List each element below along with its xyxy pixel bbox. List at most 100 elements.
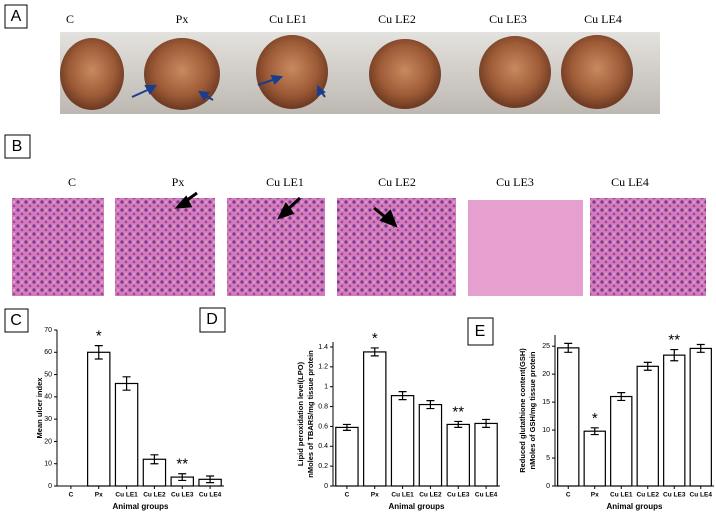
y-tick-label: 50 bbox=[44, 371, 52, 378]
error-bar bbox=[617, 392, 626, 402]
bar bbox=[689, 347, 712, 487]
y-tick-label: 15 bbox=[542, 399, 550, 406]
y-axis-label: Reduced glutathione content(GSH) bbox=[518, 348, 527, 473]
x-axis-label: Animal groups bbox=[388, 502, 445, 511]
stomach-photos bbox=[60, 35, 633, 110]
panel-label: B bbox=[12, 138, 23, 155]
x-tick-label: Cu LE4 bbox=[199, 492, 222, 499]
x-tick-label: Cu LE2 bbox=[143, 492, 166, 499]
y-tick-label: 0.2 bbox=[318, 463, 328, 470]
y-tick-label: 70 bbox=[44, 327, 52, 334]
significance-mark: ** bbox=[176, 456, 188, 473]
x-tick-label: Px bbox=[591, 492, 599, 499]
bar bbox=[87, 351, 111, 487]
group-label: Cu LE2 bbox=[378, 175, 416, 189]
y-tick-label: 1.2 bbox=[318, 364, 328, 371]
bar bbox=[363, 351, 387, 487]
group-label: Cu LE2 bbox=[378, 12, 416, 26]
error-bar bbox=[590, 427, 599, 436]
bar bbox=[390, 395, 415, 487]
x-tick-label: Cu LE1 bbox=[610, 492, 633, 499]
y-tick-label: 0 bbox=[48, 483, 52, 490]
x-tick-label: C bbox=[345, 492, 350, 499]
error-bar bbox=[122, 376, 131, 391]
x-axis-label: Animal groups bbox=[112, 502, 169, 511]
bar bbox=[114, 382, 139, 487]
error-bar bbox=[150, 454, 159, 465]
panel-box bbox=[4, 308, 29, 333]
error-bar bbox=[206, 475, 215, 484]
bar bbox=[557, 347, 580, 487]
panel-label: D bbox=[206, 311, 218, 328]
panel-label: E bbox=[475, 323, 486, 340]
significance-mark: ** bbox=[668, 332, 680, 349]
y-tick-label: 20 bbox=[44, 438, 52, 445]
x-tick-label: Cu LE4 bbox=[690, 492, 713, 499]
y-tick-label: 1 bbox=[324, 384, 328, 391]
y-axis-label: nMoles of TBARS/mg tissue protein bbox=[306, 350, 315, 478]
significance-mark: * bbox=[96, 328, 102, 345]
error-bar bbox=[670, 348, 679, 362]
group-label: Px bbox=[176, 12, 189, 26]
x-tick-label: Px bbox=[95, 492, 103, 499]
panel-box bbox=[4, 4, 28, 29]
x-tick-label: Cu LE3 bbox=[663, 492, 686, 499]
x-axis-label: Animal groups bbox=[606, 502, 663, 511]
group-label: Cu LE4 bbox=[611, 175, 649, 189]
error-bar bbox=[643, 361, 652, 371]
x-tick-label: Cu LE1 bbox=[391, 492, 414, 499]
y-axis-label: Lipid peroxidation level(LPO) bbox=[296, 361, 305, 466]
x-tick-label: Cu LE2 bbox=[419, 492, 442, 499]
x-tick-label: C bbox=[69, 492, 74, 499]
error-bar bbox=[426, 399, 435, 410]
bar bbox=[474, 422, 498, 487]
y-tick-label: 0.4 bbox=[318, 443, 328, 450]
bar bbox=[418, 403, 443, 487]
group-label: Cu LE3 bbox=[496, 175, 534, 189]
significance-mark: ** bbox=[452, 403, 464, 420]
bar bbox=[583, 430, 606, 487]
group-label: C bbox=[66, 12, 74, 26]
y-tick-label: 0.6 bbox=[318, 423, 328, 430]
y-tick-label: 10 bbox=[44, 461, 52, 468]
bar bbox=[636, 365, 659, 487]
error-bar bbox=[454, 420, 463, 429]
y-tick-label: 40 bbox=[44, 394, 52, 401]
panel-box bbox=[4, 134, 31, 159]
error-bar bbox=[398, 391, 407, 401]
group-label: Cu LE3 bbox=[489, 12, 527, 26]
y-tick-label: 10 bbox=[542, 427, 550, 434]
panel-label: A bbox=[11, 8, 22, 25]
error-bar bbox=[178, 473, 187, 482]
significance-mark: * bbox=[372, 330, 378, 347]
x-tick-label: Cu LE3 bbox=[447, 492, 470, 499]
error-bar bbox=[94, 345, 103, 360]
y-tick-label: 20 bbox=[542, 371, 550, 378]
error-bar bbox=[564, 342, 573, 353]
x-tick-label: C bbox=[566, 492, 571, 499]
arrows bbox=[131, 74, 326, 101]
x-tick-label: Cu LE1 bbox=[115, 492, 138, 499]
y-tick-label: 30 bbox=[44, 416, 52, 423]
group-label: C bbox=[68, 175, 76, 189]
x-tick-label: Cu LE2 bbox=[637, 492, 660, 499]
group-label: Cu LE1 bbox=[269, 12, 307, 26]
bar bbox=[663, 354, 686, 487]
panel-box bbox=[467, 317, 494, 346]
group-label: Cu LE1 bbox=[266, 175, 304, 189]
y-tick-label: 1.4 bbox=[318, 344, 328, 351]
bar bbox=[446, 423, 470, 487]
bar bbox=[335, 426, 359, 487]
panel-box bbox=[199, 307, 226, 333]
x-tick-label: Px bbox=[371, 492, 379, 499]
y-tick-label: 0 bbox=[324, 483, 328, 490]
group-label: Px bbox=[172, 175, 185, 189]
x-tick-label: Cu LE3 bbox=[171, 492, 194, 499]
histology-photos bbox=[12, 198, 706, 296]
error-bar bbox=[696, 343, 705, 353]
error-bar bbox=[370, 347, 379, 357]
y-axis-label: Mean ulcer index bbox=[35, 377, 44, 439]
y-axis-label: nMoles of GSH/mg tissue protein bbox=[528, 351, 537, 469]
significance-mark: * bbox=[592, 410, 598, 427]
